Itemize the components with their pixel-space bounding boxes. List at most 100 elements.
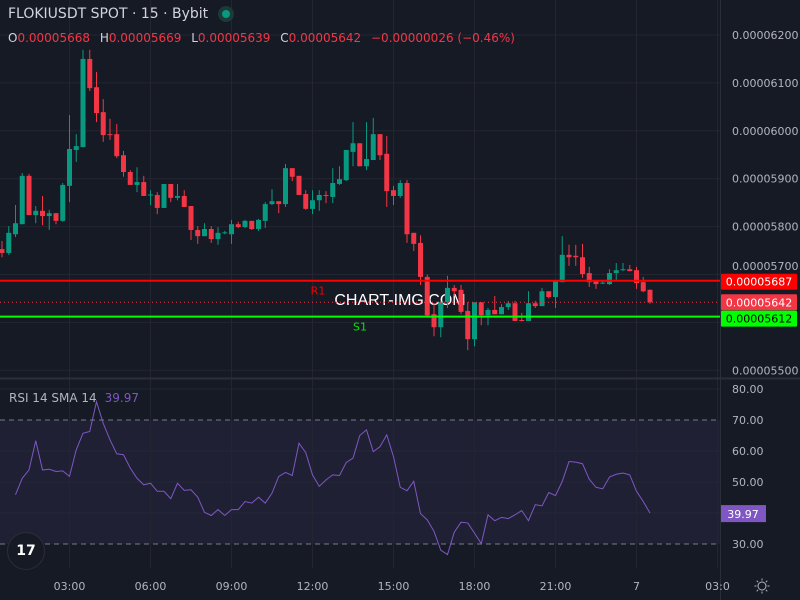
time-tick-label: 7	[633, 580, 640, 593]
settings-icon-ray	[756, 589, 759, 592]
time-tick-label: 06:00	[135, 580, 167, 593]
candle	[323, 191, 329, 204]
candle	[181, 190, 187, 207]
candle-body	[188, 206, 194, 230]
candle	[613, 263, 619, 282]
rsi-line	[15, 399, 651, 556]
candle-body	[134, 182, 140, 185]
candle	[175, 183, 180, 201]
candle	[148, 190, 153, 206]
candle-body	[411, 232, 417, 244]
candle	[283, 163, 288, 207]
candle	[438, 300, 444, 338]
candle-body	[532, 303, 538, 307]
candle	[121, 150, 126, 177]
r1-price-tag-text: 0.00005687	[726, 276, 792, 289]
s1-price-tag-text: 0.00005612	[726, 313, 792, 326]
last-price-tag: 0.00005642	[721, 294, 797, 311]
settings-icon-ray	[765, 589, 768, 592]
candle-body	[249, 220, 255, 229]
candle-body	[33, 210, 39, 216]
candle-body	[607, 273, 612, 285]
candle-body	[418, 242, 423, 277]
candle-body	[73, 146, 79, 150]
candle-body	[175, 195, 180, 198]
candle-body	[364, 159, 369, 167]
candle	[80, 49, 86, 148]
candle-body	[451, 287, 457, 292]
rsi-legend-value: 39.97	[104, 391, 140, 405]
candle	[168, 183, 174, 203]
candle-body	[485, 309, 491, 316]
candle	[330, 168, 336, 204]
time-tick-label: 15:00	[378, 580, 410, 593]
rsi-tick-label: 80.00	[732, 383, 764, 396]
price-tick-label: 0.00005900	[732, 173, 798, 186]
candle	[60, 183, 66, 222]
candle	[94, 71, 99, 123]
candle	[114, 124, 120, 159]
candle	[546, 291, 552, 299]
candle	[229, 219, 234, 244]
candle	[222, 230, 228, 235]
candle-body	[40, 210, 45, 217]
candle	[391, 185, 396, 206]
last-price-tag-bg	[721, 294, 797, 311]
candle-body	[127, 171, 133, 185]
candle-body	[256, 219, 261, 229]
candle	[127, 170, 133, 185]
candle	[411, 232, 417, 252]
rsi-value-tag-bg	[721, 505, 766, 523]
high-label: H	[99, 31, 109, 45]
price-tick-label: 0.00006000	[732, 125, 798, 138]
rsi-tick-label: 70.00	[732, 414, 764, 427]
candle	[532, 300, 538, 309]
price-tick-label: 0.00006200	[732, 29, 798, 42]
candle	[647, 289, 653, 304]
tradingview-logo[interactable]: 17	[7, 532, 45, 570]
candle-body	[445, 287, 450, 303]
rsi-title[interactable]: RSI 14 SMA 14	[9, 391, 97, 405]
candle	[310, 190, 315, 215]
candle-body	[357, 143, 363, 167]
candle	[53, 213, 59, 225]
price-tick-label: 0.00005800	[732, 221, 798, 234]
candle-body	[573, 255, 579, 258]
candle	[262, 202, 268, 229]
candle-body	[67, 149, 72, 186]
candle	[418, 235, 423, 286]
candle	[377, 134, 383, 161]
settings-icon-core	[757, 581, 767, 591]
candle-body	[141, 182, 147, 196]
candle-body	[94, 87, 99, 114]
candle	[188, 206, 194, 241]
time-tick-label: 03:00	[54, 580, 86, 593]
candle-body	[472, 302, 477, 340]
candle	[40, 195, 45, 226]
candle-body	[53, 213, 59, 221]
candle-body	[148, 194, 153, 196]
candle	[19, 172, 25, 225]
candle	[478, 302, 484, 326]
candle	[404, 180, 410, 243]
candle-body	[114, 134, 120, 157]
candle	[580, 243, 585, 278]
close-label: C	[280, 31, 289, 45]
candle	[73, 134, 79, 162]
candle-body	[505, 303, 511, 308]
candle	[46, 209, 52, 230]
candle	[276, 201, 282, 214]
settings-icon[interactable]	[754, 578, 770, 594]
candle	[100, 99, 106, 142]
candle-body	[316, 194, 322, 201]
price-tick-label: 0.00005500	[732, 364, 798, 377]
candle-body	[269, 201, 275, 205]
candle-body	[620, 269, 626, 271]
candle-body	[384, 153, 390, 192]
candle	[364, 122, 369, 171]
candle-body	[26, 175, 32, 216]
symbol-title[interactable]: FLOKIUSDT SPOT · 15 · Bybit	[8, 6, 209, 22]
candle-body	[343, 149, 349, 181]
candle	[6, 226, 12, 255]
